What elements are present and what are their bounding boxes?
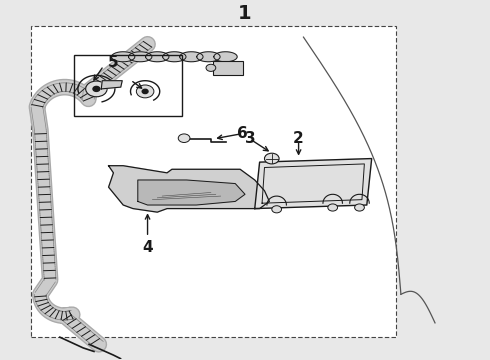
Polygon shape [112,52,135,62]
Polygon shape [101,81,122,89]
Polygon shape [138,180,245,205]
Circle shape [272,206,282,213]
Bar [213,61,243,75]
Polygon shape [255,158,372,208]
Circle shape [265,153,279,164]
Bar [74,55,182,116]
Text: 2: 2 [293,131,304,147]
Text: 3: 3 [245,131,255,147]
Circle shape [86,81,107,97]
Text: 1: 1 [238,4,252,23]
Circle shape [206,64,216,71]
Circle shape [93,86,100,91]
Polygon shape [180,52,203,62]
Circle shape [136,85,154,98]
Bar [30,26,396,337]
Polygon shape [163,52,186,62]
Polygon shape [128,52,152,62]
Text: 5: 5 [108,55,119,70]
Circle shape [142,89,148,94]
Polygon shape [197,52,220,62]
Polygon shape [109,166,270,212]
Text: 4: 4 [142,240,153,255]
Circle shape [355,204,365,211]
Circle shape [178,134,190,143]
Circle shape [328,204,338,211]
Polygon shape [146,52,169,62]
Polygon shape [214,52,237,62]
Text: 6: 6 [237,126,248,141]
